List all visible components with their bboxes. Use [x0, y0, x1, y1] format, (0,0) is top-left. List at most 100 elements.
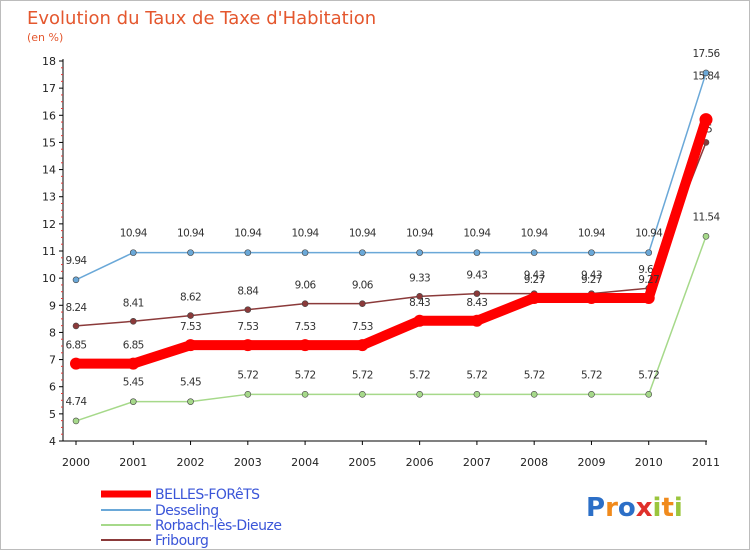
x-tick-label: 2007 — [463, 456, 491, 469]
axes: 4 5 6 7 8 9 10 11 12 13 14 15 16 17 18 2000 2001 2002 2003… — [42, 55, 720, 469]
x-tick-label: 2002 — [177, 456, 205, 469]
data-point — [530, 249, 538, 256]
data-point — [702, 233, 710, 240]
data-point — [301, 300, 309, 307]
data-point — [530, 391, 538, 398]
series-2: 4.74 5.45 5.45 5.72 5.72 5.72 5.72 5.72 5.72 5.72… — [66, 211, 721, 425]
data-label: 10.94 — [521, 228, 549, 240]
data-point — [187, 249, 194, 256]
data-point — [72, 276, 80, 284]
data-label: 8.24 — [66, 302, 88, 314]
data-label: 7.53 — [180, 321, 201, 333]
data-label: 5.72 — [638, 369, 659, 381]
y-tick-label: 14 — [42, 164, 56, 177]
x-tick-label: 2004 — [291, 456, 319, 469]
y-tick-label: 5 — [49, 408, 56, 421]
data-point — [702, 69, 710, 77]
x-tick-label: 2000 — [62, 456, 90, 469]
data-label: 9.43 — [466, 270, 487, 282]
data-label: 5.72 — [237, 369, 258, 381]
data-label: 17.56 — [692, 48, 720, 60]
y-tick-label: 17 — [42, 82, 56, 95]
data-label: 15.84 — [692, 71, 720, 83]
data-label: 7.53 — [295, 321, 316, 333]
legend-label: Rorbach-lès-Dieuze — [155, 518, 281, 534]
y-tick-label: 7 — [49, 354, 56, 367]
data-label: 9.43 — [581, 270, 602, 282]
data-point — [645, 249, 653, 256]
data-label: 5.72 — [581, 369, 602, 381]
data-point — [470, 314, 483, 327]
x-tick-label: 2010 — [635, 456, 663, 469]
data-point — [359, 300, 366, 307]
legend-label: Desseling — [155, 503, 219, 519]
data-point — [413, 314, 426, 327]
x-tick-label: 2003 — [234, 456, 262, 469]
data-point — [416, 391, 423, 398]
data-label: 5.72 — [524, 369, 545, 381]
data-point — [187, 398, 194, 405]
data-label: 9.94 — [66, 255, 88, 267]
data-point — [359, 391, 366, 398]
y-tick-label: 13 — [42, 191, 56, 204]
data-point — [127, 357, 140, 370]
y-tick-label: 15 — [42, 136, 56, 149]
y-tick-label: 9 — [49, 299, 56, 312]
data-point — [244, 391, 252, 398]
data-label: 10.94 — [349, 228, 377, 240]
data-point — [473, 249, 481, 256]
series-0: 6.85 6.85 7.53 7.53 7.53 7.53 8.43 8.43 9.27 9.27… — [66, 71, 721, 370]
data-label: 9.06 — [352, 280, 374, 292]
series-line — [75, 72, 707, 281]
y-tick-label: 16 — [42, 109, 56, 122]
y-tick-label: 18 — [42, 55, 56, 68]
data-label: 8.62 — [180, 292, 201, 304]
y-tick-label: 4 — [49, 435, 56, 448]
series-line — [71, 114, 711, 369]
data-point — [299, 339, 312, 352]
data-label: 8.41 — [123, 297, 144, 309]
data-point — [241, 339, 254, 352]
data-point — [588, 391, 595, 398]
data-point — [187, 312, 194, 319]
data-label: 10.94 — [578, 228, 606, 240]
chart-subtitle: (en %) — [27, 31, 63, 44]
data-point — [356, 339, 369, 352]
data-point — [473, 391, 481, 398]
data-point — [473, 290, 481, 297]
data-point — [70, 357, 82, 370]
data-point — [301, 391, 309, 398]
series-line — [75, 141, 707, 327]
proxiti-logo-text: Proxiti — [586, 493, 683, 523]
x-tick-label: 2008 — [520, 456, 548, 469]
y-tick-label: 10 — [42, 272, 56, 285]
data-point — [359, 249, 366, 256]
data-label: 10.94 — [234, 228, 262, 240]
data-point — [585, 291, 598, 304]
data-label: 10.94 — [463, 228, 491, 240]
data-label: 6.85 — [66, 340, 87, 352]
x-tick-label: 2005 — [348, 456, 376, 469]
data-label: 5.45 — [180, 377, 201, 389]
data-label: 8.43 — [466, 297, 487, 309]
y-tick-label: 11 — [42, 245, 56, 258]
data-label: 5.45 — [123, 377, 144, 389]
data-label: 8.84 — [237, 286, 259, 298]
legend-label: BELLES-FORêTS — [155, 487, 260, 503]
data-label: 10.94 — [406, 228, 434, 240]
data-label: 8.43 — [409, 297, 430, 309]
data-label: 5.72 — [295, 369, 316, 381]
data-point — [184, 339, 197, 352]
data-label: 9.27 — [581, 274, 602, 286]
data-point — [416, 293, 423, 300]
data-label: 7.53 — [352, 321, 373, 333]
data-point — [129, 398, 137, 405]
data-label: 7.53 — [237, 321, 258, 333]
data-label: 5.72 — [409, 369, 430, 381]
chart-title: Evolution du Taux de Taxe d'Habitation — [27, 8, 376, 29]
data-point — [645, 391, 653, 398]
data-label: 9.43 — [524, 270, 545, 282]
x-tick-label: 2001 — [119, 456, 147, 469]
data-label: 4.74 — [66, 396, 88, 408]
